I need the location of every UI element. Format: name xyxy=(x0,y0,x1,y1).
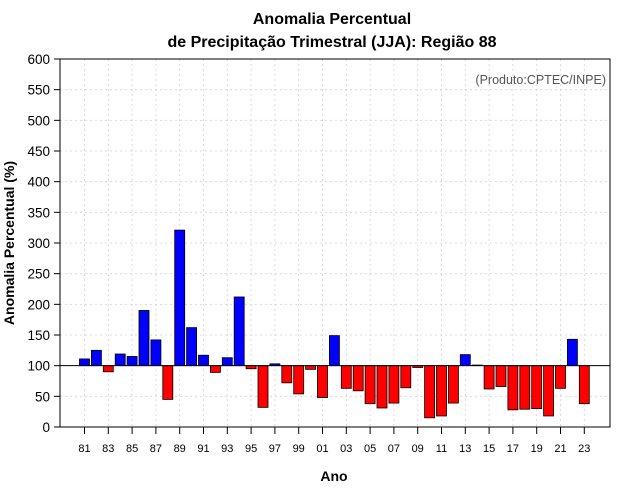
x-tick-label: 01 xyxy=(316,443,328,455)
bar-1994 xyxy=(233,296,245,367)
bar-1998 xyxy=(281,365,293,384)
bar-1987 xyxy=(150,339,162,367)
bar-2008 xyxy=(400,365,412,389)
y-tick-label: 250 xyxy=(27,267,50,282)
credit-label: (Produto:CPTEC/INPE) xyxy=(475,73,606,87)
x-tick-label: 05 xyxy=(364,443,376,455)
x-tick-label: 83 xyxy=(102,443,114,455)
y-tick-label: 300 xyxy=(27,236,50,251)
y-tick-label: 50 xyxy=(35,389,50,404)
bar-1988 xyxy=(162,365,174,400)
bar-2013 xyxy=(459,354,471,367)
x-tick-label: 17 xyxy=(507,443,519,455)
bar-1991 xyxy=(198,354,209,367)
bar-2005 xyxy=(364,365,376,405)
bar-2015 xyxy=(483,365,495,390)
bar-2010 xyxy=(424,365,436,419)
x-tick-label: 09 xyxy=(412,443,424,455)
bar-2021 xyxy=(555,365,566,389)
y-tick-label: 0 xyxy=(42,420,50,435)
x-tick-label: 19 xyxy=(531,443,543,455)
x-tick-label: 97 xyxy=(269,443,281,455)
x-tick-label: 03 xyxy=(340,443,352,455)
x-tick-label: 93 xyxy=(221,443,233,455)
y-tick-label: 550 xyxy=(27,83,50,98)
x-tick-label: 23 xyxy=(578,443,590,455)
y-tick-label: 450 xyxy=(27,144,50,159)
x-tick-label: 11 xyxy=(436,443,447,455)
bar-1986 xyxy=(138,310,150,367)
y-tick-label: 350 xyxy=(27,205,50,220)
y-tick-label: 150 xyxy=(27,328,50,343)
x-tick-label: 21 xyxy=(554,443,566,455)
x-tick-label: 81 xyxy=(78,443,90,455)
x-tick-label: 89 xyxy=(174,443,186,455)
x-axis: 81 83 85 87 89 91 93 95 97 99 01 03 05 07 09 11 13 15 17 19… xyxy=(78,427,590,455)
bar-2002 xyxy=(328,335,340,367)
bar-2004 xyxy=(352,365,364,392)
y-tick-label: 200 xyxy=(27,297,50,312)
bars xyxy=(79,229,590,419)
x-tick-label: 99 xyxy=(293,443,305,455)
bar-1983 xyxy=(102,365,114,373)
bar-2020 xyxy=(543,365,554,417)
bar-1999 xyxy=(293,365,305,395)
chart-title-line-1: Anomalia Percentual xyxy=(253,11,411,28)
bar-1985 xyxy=(126,356,138,367)
bar-2016 xyxy=(495,365,507,387)
bar-2007 xyxy=(388,365,400,404)
bar-1989 xyxy=(174,229,186,367)
bar-1992 xyxy=(209,365,221,373)
bar-1984 xyxy=(114,353,126,367)
bar-1981 xyxy=(79,358,90,367)
x-tick-label: 91 xyxy=(197,443,209,455)
x-tick-label: 15 xyxy=(483,443,495,455)
x-tick-label: 07 xyxy=(388,443,400,455)
y-tick-label: 100 xyxy=(27,359,50,374)
bar-2001 xyxy=(317,365,328,398)
y-axis: 0 50 100 150 200 250 300 350 400 450 500 550 600 xyxy=(27,52,60,435)
bar-1993 xyxy=(221,357,233,367)
y-tick-label: 400 xyxy=(27,175,50,190)
bar-2012 xyxy=(447,365,459,404)
bar-2018 xyxy=(519,365,531,410)
x-tick-label: 95 xyxy=(245,443,257,455)
bar-2023 xyxy=(578,365,590,405)
bar-1996 xyxy=(257,365,269,408)
y-axis-label: Anomalia Percentual (%) xyxy=(1,161,17,325)
bar-2003 xyxy=(340,365,352,389)
bar-2000 xyxy=(305,365,317,370)
bar-1982 xyxy=(91,349,102,367)
x-tick-label: 85 xyxy=(126,443,138,455)
bar-1990 xyxy=(186,327,198,367)
chart-title-line-2: de Precipitação Trimestral (JJA): Região… xyxy=(167,34,496,51)
bar-2019 xyxy=(531,365,543,409)
x-tick-label: 13 xyxy=(459,443,471,455)
bar-2011 xyxy=(436,365,447,417)
x-tick-label: 87 xyxy=(150,443,162,455)
bar-2022 xyxy=(567,338,578,367)
y-tick-label: 600 xyxy=(27,52,50,67)
bar-2006 xyxy=(376,365,388,409)
y-tick-label: 500 xyxy=(27,113,50,128)
bar-2017 xyxy=(507,365,519,411)
x-axis-label: Ano xyxy=(320,468,347,484)
